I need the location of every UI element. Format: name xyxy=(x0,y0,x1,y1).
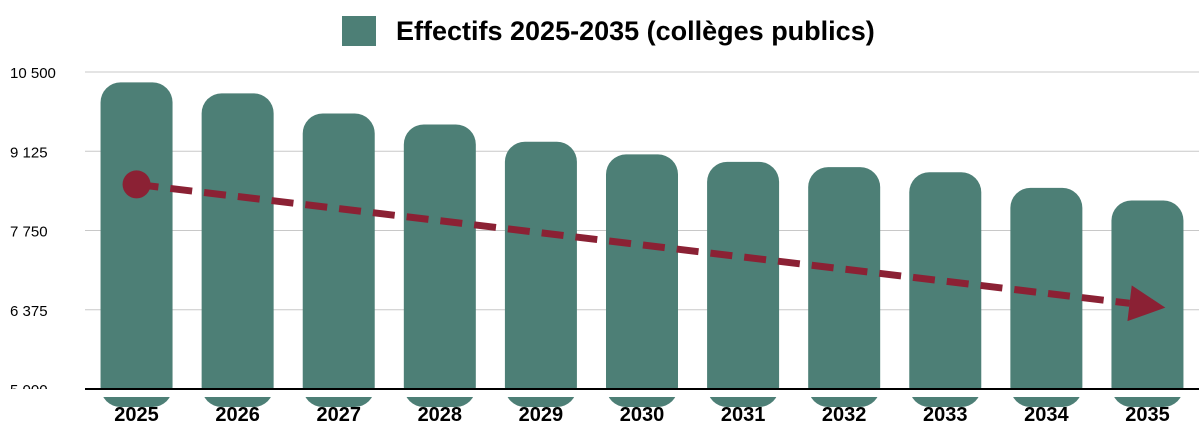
bar-2032 xyxy=(808,167,881,407)
x-tick-label: 2029 xyxy=(519,404,564,426)
x-tick-label: 2030 xyxy=(620,404,665,426)
x-tick-label: 2035 xyxy=(1125,404,1170,426)
bar-2027 xyxy=(302,113,375,408)
legend-label: Effectifs 2025-2035 (collèges publics) xyxy=(396,16,875,46)
legend-swatch xyxy=(342,16,376,46)
trend-arrow xyxy=(122,170,1166,322)
bar-2033 xyxy=(909,172,982,407)
x-tick-label: 2026 xyxy=(215,404,260,426)
bar-2025 xyxy=(100,82,173,407)
trend-arrowhead xyxy=(1127,285,1166,322)
bar-2034 xyxy=(1010,187,1083,407)
bars xyxy=(0,82,1199,408)
x-tick-label: 2033 xyxy=(923,404,968,426)
x-tick-label: 2032 xyxy=(822,404,867,426)
x-tick-label: 2031 xyxy=(721,404,766,426)
y-tick-label: 7 750 xyxy=(10,224,48,241)
trend-start-dot xyxy=(122,170,151,199)
bar-2028 xyxy=(403,124,476,407)
x-tick-label: 2025 xyxy=(114,404,159,426)
x-tick-label: 2034 xyxy=(1024,404,1069,426)
y-tick-label: 6 375 xyxy=(10,303,48,320)
bar-2029 xyxy=(504,141,577,408)
baseline-mask xyxy=(0,389,1199,397)
bar-2030 xyxy=(606,154,678,407)
trend-line xyxy=(136,180,1130,307)
x-axis-ticks: 2025 2026 2027 2028 2029 2030 2031 2032 2033 2034… xyxy=(114,404,1169,426)
y-tick-label: 9 125 xyxy=(10,144,48,161)
x-tick-label: 2027 xyxy=(316,404,361,426)
x-tick-label: 2028 xyxy=(418,404,463,426)
bar-2026 xyxy=(201,93,274,408)
bar-2031 xyxy=(707,161,780,407)
y-tick-label: 10 500 xyxy=(10,65,56,82)
